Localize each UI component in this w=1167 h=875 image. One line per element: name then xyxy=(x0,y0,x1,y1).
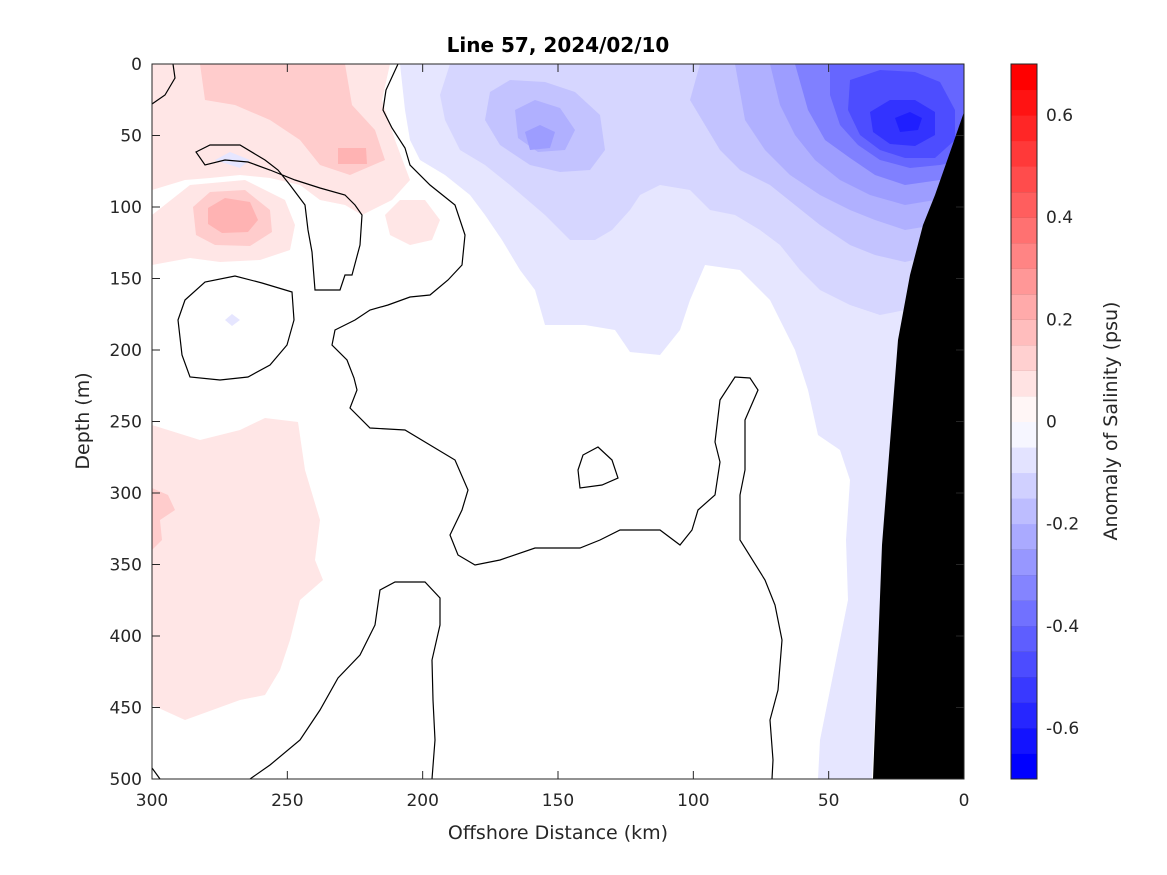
x-tick-label: 50 xyxy=(818,791,840,811)
colorbar-swatch xyxy=(1011,140,1037,167)
colorbar-label: Anomaly of Salinity (psu) xyxy=(1100,302,1122,541)
colorbar-swatch xyxy=(1011,370,1037,397)
y-tick-label: 400 xyxy=(110,627,142,647)
pos-anomaly-small-blob xyxy=(385,200,440,245)
zero-contour-main xyxy=(331,64,783,779)
x-axis: 300 250 200 150 100 50 0 xyxy=(136,64,970,811)
pos-anomaly-upper-left-peak xyxy=(208,198,258,233)
zero-contours xyxy=(152,64,783,779)
y-tick-label: 350 xyxy=(110,556,142,576)
y-tick-label: 150 xyxy=(110,270,142,290)
colorbar-swatch xyxy=(1011,166,1037,193)
neg-anomaly-small-1 xyxy=(215,152,250,168)
colorbar-swatch xyxy=(1011,523,1037,550)
y-tick-label: 450 xyxy=(110,699,142,719)
contour-fills xyxy=(152,64,964,779)
colorbar-tick-label: -0.2 xyxy=(1046,515,1079,535)
y-axis: 0 50 100 150 200 250 300 350 400 450 500 xyxy=(110,55,964,790)
colorbar-tick-label: -0.6 xyxy=(1046,719,1079,739)
zero-contour-circle xyxy=(177,275,295,381)
seafloor-mask xyxy=(873,112,964,779)
x-tick-label: 250 xyxy=(271,791,303,811)
pos-anomaly-left-edge xyxy=(152,110,172,160)
x-tick-label: 300 xyxy=(136,791,168,811)
colorbar-tick-label: 0.2 xyxy=(1046,310,1073,330)
colorbar-swatch xyxy=(1011,702,1037,729)
colorbar-tick-label: -0.4 xyxy=(1046,617,1079,637)
colorbar-swatch xyxy=(1011,421,1037,448)
colorbar-swatch xyxy=(1011,676,1037,703)
x-axis-label: Offshore Distance (km) xyxy=(448,822,668,844)
colorbar-swatch xyxy=(1011,344,1037,371)
pos-anomaly-surface-peak xyxy=(338,148,367,164)
neg-anomaly-band-10 xyxy=(895,112,922,132)
colorbar-swatch xyxy=(1011,268,1037,295)
colorbar-swatch xyxy=(1011,115,1037,142)
colorbar-swatch xyxy=(1011,600,1037,627)
colorbar-swatch xyxy=(1011,293,1037,320)
y-tick-label: 250 xyxy=(110,413,142,433)
neg-anomaly-band-5 xyxy=(525,125,555,150)
colorbar-swatch xyxy=(1011,447,1037,474)
zero-contour-upper-loop xyxy=(195,144,363,291)
colorbar-tick-label: 0.4 xyxy=(1046,208,1073,228)
colorbar-swatch xyxy=(1011,242,1037,269)
y-tick-label: 100 xyxy=(110,198,142,218)
pos-anomaly-surface-core xyxy=(200,64,385,175)
x-tick-label: 0 xyxy=(959,791,970,811)
colorbar-swatch xyxy=(1011,549,1037,576)
colorbar-tick-label: 0.6 xyxy=(1046,106,1073,126)
x-tick-label: 150 xyxy=(542,791,574,811)
zero-contour-left-corner xyxy=(152,64,176,105)
y-tick-label: 200 xyxy=(110,341,142,361)
plot-area xyxy=(151,63,965,780)
y-tick-label: 0 xyxy=(131,55,142,75)
zero-contour-bottom-left xyxy=(152,767,161,779)
neg-anomaly-small-2 xyxy=(225,314,240,326)
y-axis-label: Depth (m) xyxy=(72,372,94,469)
colorbar-swatch xyxy=(1011,753,1037,780)
colorbar-swatch xyxy=(1011,191,1037,218)
colorbar-swatch xyxy=(1011,727,1037,754)
colorbar: 0.6 0.4 0.2 0 -0.2 -0.4 -0.6 xyxy=(1010,63,1079,780)
colorbar-swatch xyxy=(1011,574,1037,601)
zero-contour-small-loop xyxy=(577,446,619,489)
x-tick-label: 100 xyxy=(677,791,709,811)
chart-title: Line 57, 2024/02/10 xyxy=(447,33,670,57)
colorbar-swatch xyxy=(1011,64,1037,91)
colorbar-border xyxy=(1010,63,1038,780)
colorbar-swatch xyxy=(1011,472,1037,499)
pos-anomaly-deep-core xyxy=(152,488,175,550)
colorbar-tick-label: 0 xyxy=(1046,413,1057,433)
colorbar-swatch xyxy=(1011,498,1037,525)
colorbar-swatch xyxy=(1011,319,1037,346)
colorbar-swatch xyxy=(1011,625,1037,652)
x-tick-label: 200 xyxy=(406,791,438,811)
y-tick-label: 500 xyxy=(110,770,142,790)
colorbar-swatch xyxy=(1011,395,1037,422)
pos-anomaly-deep xyxy=(152,418,323,720)
y-tick-label: 50 xyxy=(120,127,142,147)
colorbar-swatch xyxy=(1011,651,1037,678)
colorbar-swatch xyxy=(1011,89,1037,116)
colorbar-swatch xyxy=(1011,217,1037,244)
y-tick-label: 300 xyxy=(110,484,142,504)
zero-contour-deep-lobe xyxy=(249,581,441,779)
